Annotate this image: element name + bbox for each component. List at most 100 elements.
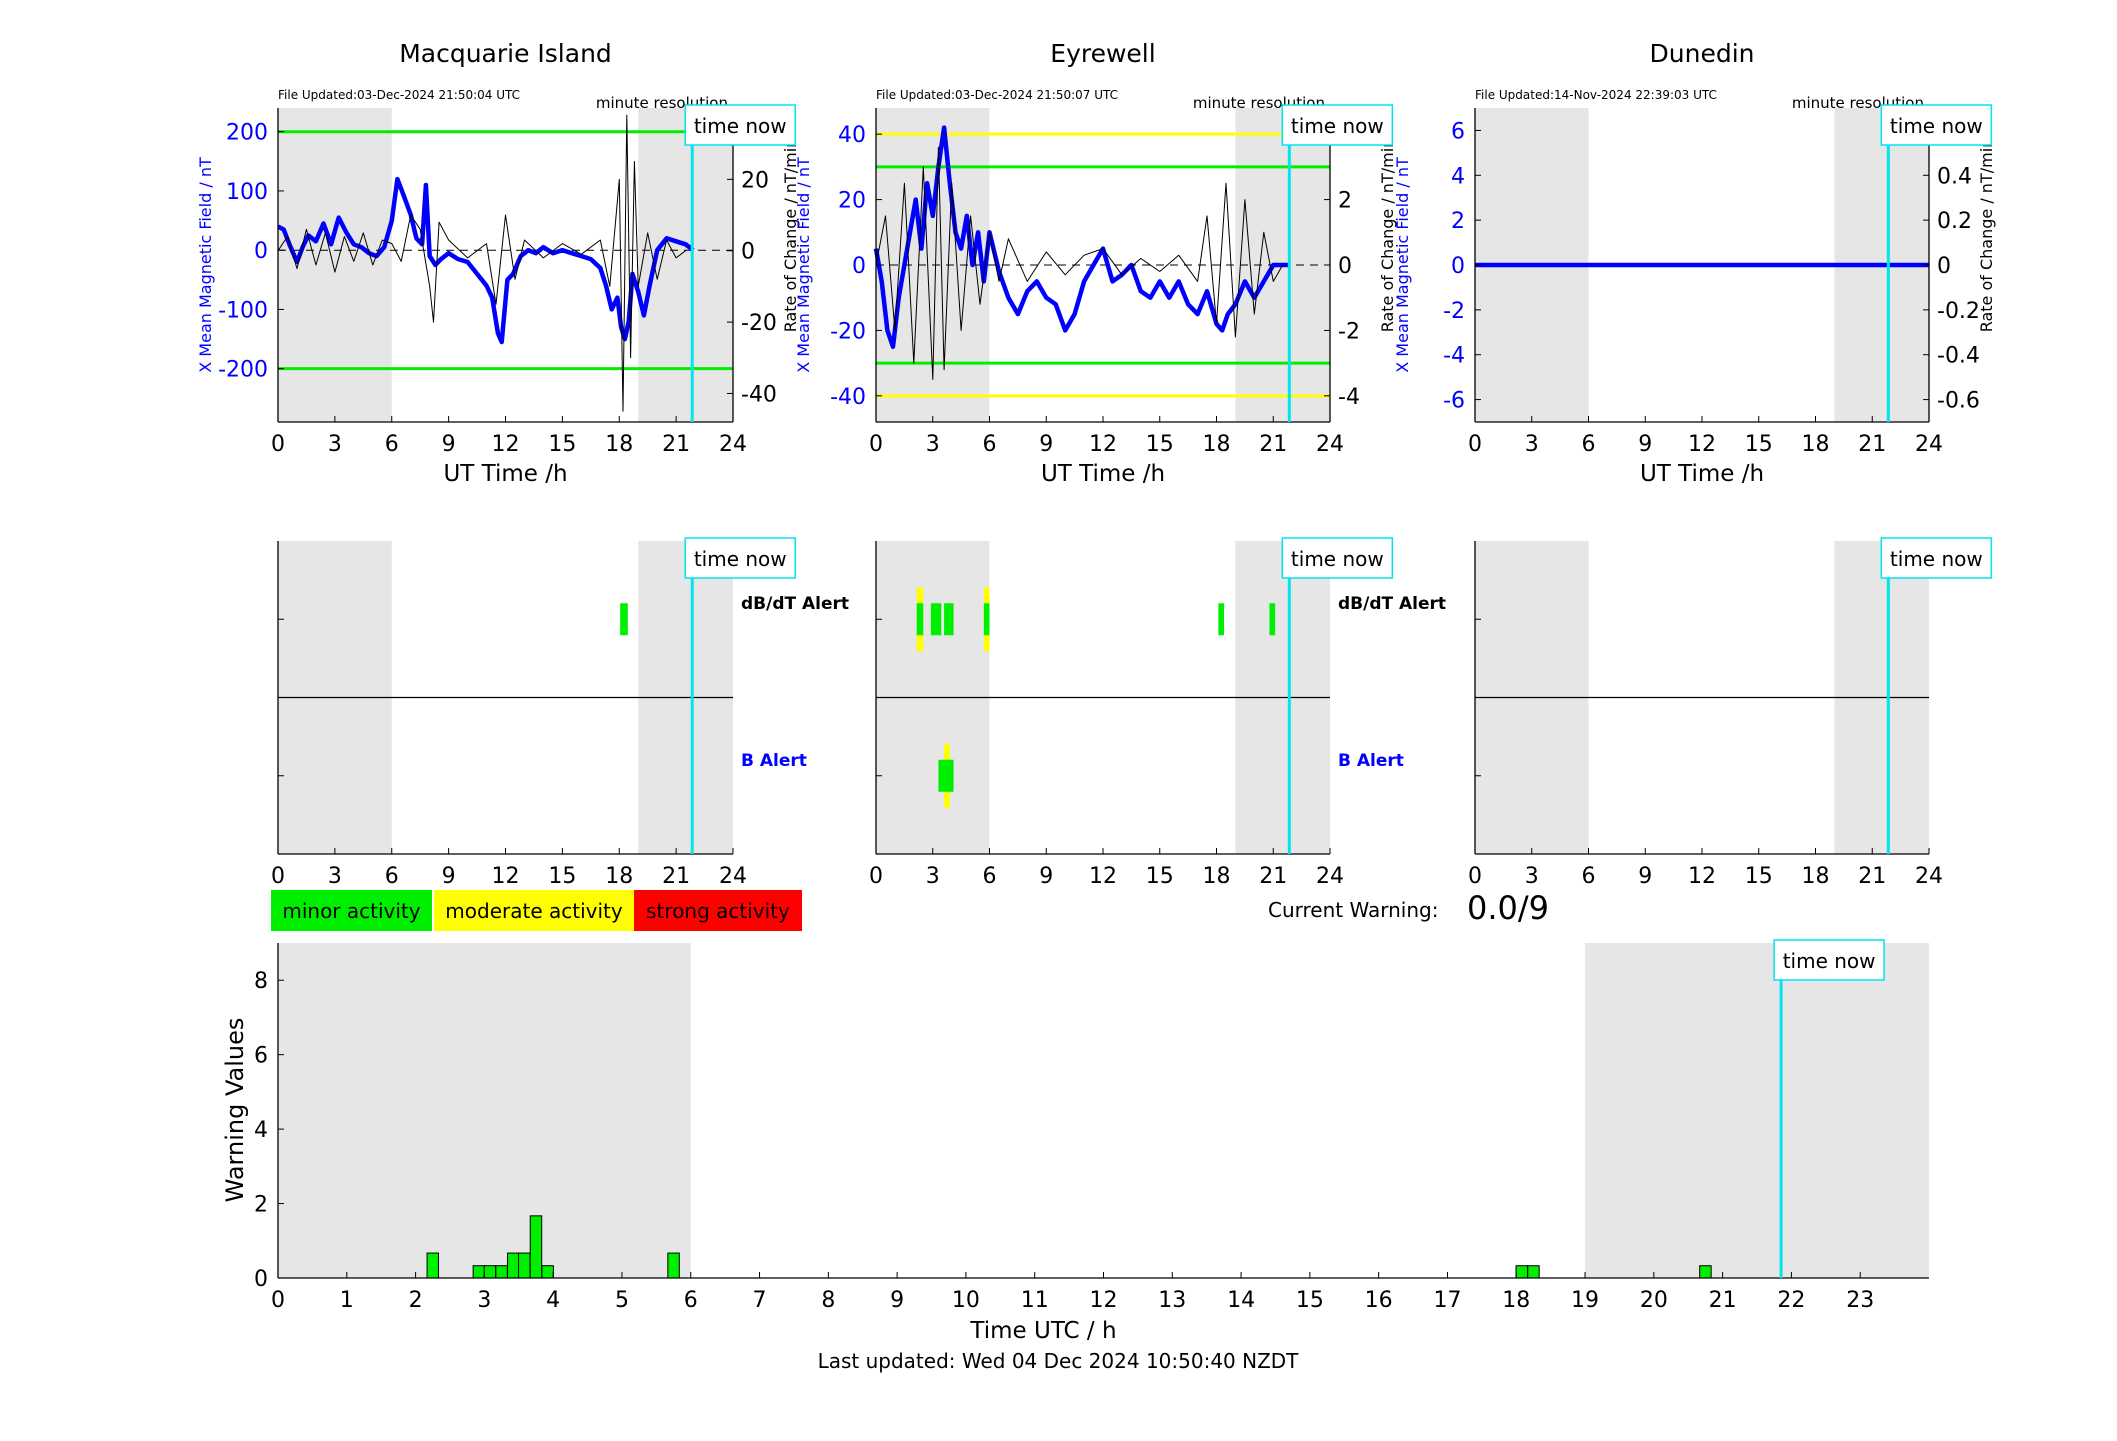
x-tick-label: 15 — [1146, 432, 1174, 457]
dbdt-alert-mark — [1269, 603, 1276, 636]
y-right-tick-label: -40 — [741, 382, 777, 407]
warning-bar — [495, 1265, 508, 1279]
x-tick-label: 5 — [615, 1288, 629, 1313]
field-series-line — [276, 176, 695, 345]
y-left-tick-label: 0 — [852, 254, 866, 279]
warning-bar — [541, 1265, 554, 1279]
alert-chart-1: 0 3 6 9 12 15 18 21 24 dB/dT Alert B Alert — [271, 541, 849, 889]
time-now-label: time now — [694, 114, 787, 138]
x-tick-label: 12 — [1089, 864, 1117, 889]
y-left-axis-label: X Mean Magnetic Field / nT — [794, 157, 813, 373]
y-right-tick-label: 0 — [1937, 254, 1951, 279]
y-right-tick-label: 0 — [741, 240, 755, 265]
activity-legend: minor activity moderate activity strong ac… — [271, 890, 802, 931]
x-tick-label: 18 — [1802, 864, 1830, 889]
x-tick-label: 21 — [1858, 432, 1886, 457]
y-left-tick-label: 100 — [226, 180, 268, 205]
time-now-label-box — [1281, 537, 1394, 579]
x-tick-label: 12 — [492, 864, 520, 889]
x-tick-label: 6 — [385, 432, 399, 457]
y-right-tick-label: 0.2 — [1937, 209, 1972, 234]
field-series-line — [873, 125, 1291, 350]
dbdt-alert-mark — [916, 603, 924, 636]
x-tick-label: 2 — [409, 1288, 423, 1313]
dbdt-alert-mark — [620, 603, 628, 636]
x-tick-label: 11 — [1021, 1288, 1049, 1313]
x-tick-label: 3 — [1525, 864, 1539, 889]
x-tick-label: 0 — [1468, 432, 1482, 457]
y-left-tick-label: -4 — [1443, 344, 1465, 369]
y-left-tick-label: 0 — [254, 239, 268, 264]
y-right-tick-label: 0 — [1338, 254, 1352, 279]
x-tick-label: 12 — [1089, 432, 1117, 457]
y-right-axis-label: Rate of Change / nT/min — [1977, 138, 1996, 333]
x-tick-label: 12 — [1688, 432, 1716, 457]
x-tick-label: 9 — [442, 432, 456, 457]
x-tick-label: 0 — [271, 1288, 285, 1313]
x-tick-label: 15 — [1745, 864, 1773, 889]
y-left-tick-label: 6 — [1451, 119, 1465, 144]
x-tick-label: 10 — [952, 1288, 980, 1313]
current-warning-label: Current Warning: — [1268, 898, 1438, 922]
time-now-label-box — [1880, 537, 1993, 579]
y-right-tick-label: -2 — [1338, 319, 1360, 344]
night-band — [1585, 943, 1929, 1278]
time-now-label: time now — [1890, 547, 1983, 571]
y-right-tick-label: -0.4 — [1937, 344, 1980, 369]
time-now-label: time now — [1291, 114, 1384, 138]
y-tick-label: 0 — [254, 1267, 268, 1292]
station-title: Eyrewell — [1050, 39, 1155, 68]
x-tick-label: 6 — [1582, 432, 1596, 457]
x-tick-label: 21 — [662, 864, 690, 889]
warning-bar — [529, 1215, 543, 1279]
y-left-tick-label: 2 — [1451, 209, 1465, 234]
x-axis-label: UT Time /h — [1640, 461, 1764, 487]
x-tick-label: 3 — [926, 432, 940, 457]
b-alert-label: B Alert — [1338, 751, 1404, 771]
x-tick-label: 18 — [1203, 432, 1231, 457]
x-tick-label: 24 — [1316, 432, 1344, 457]
x-tick-label: 14 — [1227, 1288, 1255, 1313]
x-tick-label: 4 — [546, 1288, 560, 1313]
y-left-axis-label: X Mean Magnetic Field / nT — [1393, 157, 1412, 373]
file-updated-text: File Updated:14-Nov-2024 22:39:03 UTC — [1475, 88, 1717, 102]
warning-bar — [426, 1252, 440, 1279]
dbdt-alert-mark — [983, 603, 990, 636]
dbdt-alert-mark — [944, 603, 954, 636]
time-now-label: time now — [1783, 949, 1876, 973]
file-updated-text: File Updated:03-Dec-2024 21:50:04 UTC — [278, 88, 520, 102]
y-left-tick-label: 40 — [838, 123, 866, 148]
alert-chart-3: 0 3 6 9 12 15 18 21 24 — [1468, 541, 1943, 889]
field-chart-3: 0 3 6 9 12 15 18 21 24-6-4-20246-0.6-0.4-0.200.2… — [1393, 39, 1996, 487]
x-tick-label: 23 — [1846, 1288, 1874, 1313]
warning-bar-chart: 0 1 2 3 4 5 6 7 8 9 10 11 12 13 14 15 16 17 18 19 20 21 22 2302… — [221, 943, 1929, 1344]
x-tick-label: 18 — [1802, 432, 1830, 457]
y-left-tick-label: -200 — [218, 358, 268, 383]
x-tick-label: 12 — [492, 432, 520, 457]
warning-bar — [483, 1265, 497, 1279]
x-tick-label: 21 — [1259, 432, 1287, 457]
x-tick-label: 0 — [869, 864, 883, 889]
x-tick-label: 6 — [983, 432, 997, 457]
b-alert-mark — [938, 759, 954, 792]
b-alert-label: B Alert — [741, 751, 807, 771]
x-tick-label: 18 — [605, 864, 633, 889]
x-tick-label: 12 — [1688, 864, 1716, 889]
legend-swatch-minor — [271, 890, 432, 931]
x-tick-label: 3 — [328, 432, 342, 457]
x-tick-label: 17 — [1433, 1288, 1461, 1313]
x-tick-label: 18 — [1203, 864, 1231, 889]
warning-bar — [1527, 1265, 1540, 1279]
x-tick-label: 9 — [1039, 864, 1053, 889]
x-tick-label: 24 — [1915, 432, 1943, 457]
x-tick-label: 24 — [1915, 864, 1943, 889]
night-band — [278, 943, 691, 1278]
x-tick-label: 9 — [1039, 432, 1053, 457]
x-tick-label: 9 — [890, 1288, 904, 1313]
time-now-label-box — [1281, 104, 1394, 146]
warning-bar — [507, 1252, 520, 1279]
y-left-tick-label: -20 — [830, 319, 866, 344]
x-tick-label: 0 — [1468, 864, 1482, 889]
x-tick-label: 21 — [1858, 864, 1886, 889]
y-right-axis-label: Rate of Change / nT/min — [1378, 138, 1397, 333]
